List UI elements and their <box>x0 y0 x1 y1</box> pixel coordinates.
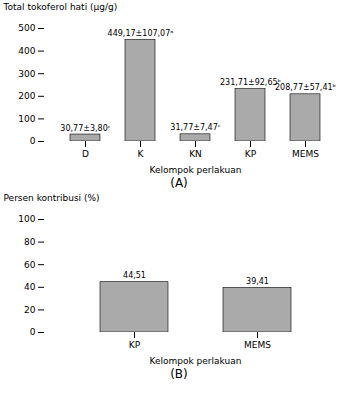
svg-text:KP: KP <box>245 149 257 159</box>
svg-text:100: 100 <box>18 114 35 124</box>
svg-text:200: 200 <box>18 91 35 101</box>
svg-text:Persen kontribusi (%): Persen kontribusi (%) <box>4 193 100 203</box>
svg-text:231,71±92,65ᵇ: 231,71±92,65ᵇ <box>220 78 281 87</box>
svg-text:400: 400 <box>18 46 35 56</box>
svg-text:MEMS: MEMS <box>244 340 271 350</box>
svg-text:208,77±57,41ᵇ: 208,77±57,41ᵇ <box>275 83 336 92</box>
svg-text:0: 0 <box>30 327 36 337</box>
svg-text:449,17±107,07ᵃ: 449,17±107,07ᵃ <box>108 29 174 38</box>
svg-text:40: 40 <box>24 282 36 292</box>
svg-text:KP: KP <box>129 340 141 350</box>
svg-text:0: 0 <box>30 136 36 146</box>
html-text:(A): (A) <box>170 176 188 190</box>
svg-text:44,51: 44,51 <box>123 271 146 280</box>
html-text:(B): (B) <box>170 367 188 381</box>
svg-text:MEMS: MEMS <box>292 149 319 159</box>
svg-text:Total tokoferol hati (µg/g): Total tokoferol hati (µg/g) <box>3 2 118 12</box>
svg-text:500: 500 <box>18 23 35 33</box>
svg-text:60: 60 <box>24 260 36 270</box>
svg-text:20: 20 <box>24 305 36 315</box>
svg-text:31,77±7,47ᶜ: 31,77±7,47ᶜ <box>170 123 220 132</box>
svg-text:300: 300 <box>18 69 35 79</box>
svg-text:39,41: 39,41 <box>246 277 269 286</box>
svg-text:K: K <box>138 149 145 159</box>
svg-text:KN: KN <box>189 149 202 159</box>
svg-text:30,77±3,80ᶜ: 30,77±3,80ᶜ <box>60 124 110 133</box>
svg-text:D: D <box>82 149 89 159</box>
svg-text:Kelompok perlakuan: Kelompok perlakuan <box>150 356 242 366</box>
svg-text:100: 100 <box>18 214 35 224</box>
svg-text:80: 80 <box>24 237 36 247</box>
svg-text:Kelompok perlakuan: Kelompok perlakuan <box>150 165 242 175</box>
